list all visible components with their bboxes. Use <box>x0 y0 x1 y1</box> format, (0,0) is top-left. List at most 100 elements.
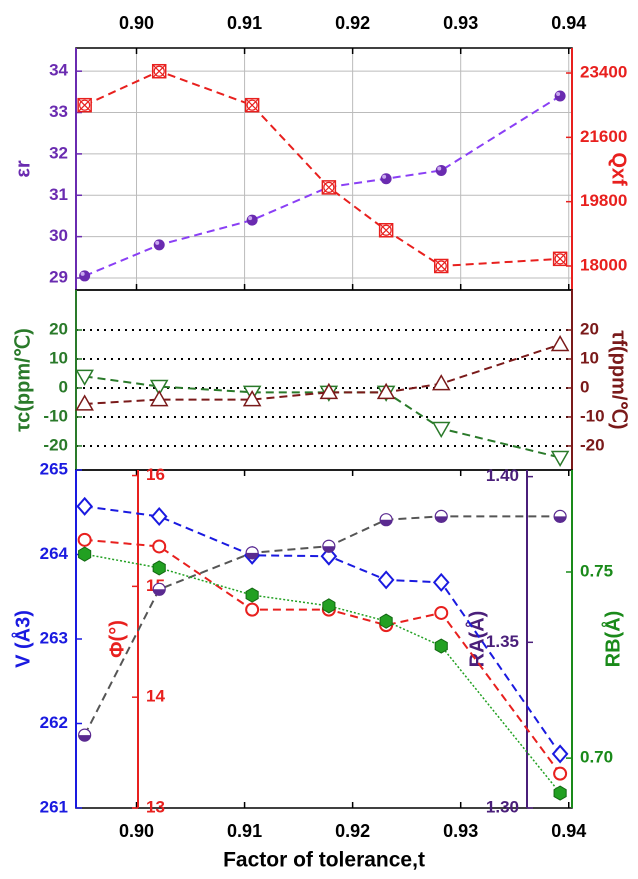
marker-shape <box>554 253 566 265</box>
marker-shape <box>380 224 392 236</box>
marker <box>434 509 448 523</box>
plot-frame <box>75 47 573 291</box>
y-tick-label: 10 <box>580 348 599 367</box>
marker-shape <box>152 560 166 576</box>
marker <box>321 180 337 195</box>
y-tick-label: 10 <box>49 348 68 367</box>
marker <box>550 334 570 352</box>
y-tick-label: 0 <box>59 377 68 396</box>
marker-shape <box>320 546 338 566</box>
y-tick-label: 13 <box>146 797 165 816</box>
marker-shape <box>246 99 258 111</box>
marker-shine <box>248 216 253 221</box>
marker-shape <box>434 259 449 273</box>
y-axis-title: εr <box>12 160 34 177</box>
marker-shape <box>78 546 92 562</box>
y-tick-label: 0.75 <box>580 561 613 580</box>
marker <box>77 532 92 547</box>
marker <box>75 394 94 411</box>
marker-shape <box>377 570 395 590</box>
marker-shape <box>435 164 447 176</box>
marker <box>79 270 91 282</box>
y-tick-label: 0 <box>580 377 589 396</box>
marker-shape <box>153 589 166 596</box>
marker <box>431 421 451 439</box>
marker <box>377 570 395 590</box>
marker-shine <box>155 240 160 245</box>
marker <box>245 587 259 603</box>
marker <box>380 173 392 185</box>
y-tick-label: 33 <box>49 102 68 121</box>
marker-shape <box>553 766 568 781</box>
marker-shape <box>242 390 262 407</box>
marker-shape <box>435 516 448 523</box>
y-axis-title: V (Å3) <box>10 610 34 668</box>
y-tick-label: 1.40 <box>486 466 519 485</box>
marker <box>152 560 166 576</box>
x-axis-title: Factor of tolerance,t <box>223 849 425 872</box>
marker <box>78 728 92 742</box>
y-tick-label: 1.35 <box>486 632 519 651</box>
marker <box>149 390 169 407</box>
y-tick-label: -10 <box>580 406 605 425</box>
x-tick-label: 0.94 <box>551 821 586 841</box>
marker-shape <box>434 605 449 620</box>
y-tick-label: 32 <box>49 143 68 162</box>
marker-shape <box>79 99 91 111</box>
marker-shape <box>322 598 336 614</box>
marker <box>553 785 567 801</box>
marker <box>77 97 92 113</box>
y-tick-label: 23400 <box>580 62 627 81</box>
marker <box>246 214 258 226</box>
marker <box>242 390 262 407</box>
y-axis-title: RA(Å) <box>464 611 488 668</box>
y-tick-label: 20 <box>580 319 599 338</box>
y-tick-label: -20 <box>580 435 605 454</box>
marker <box>245 546 259 560</box>
marker <box>152 539 167 554</box>
marker <box>432 572 450 592</box>
marker <box>76 496 93 516</box>
y-tick-label: -20 <box>43 435 68 454</box>
y-tick-label: 34 <box>49 61 68 80</box>
marker <box>150 506 168 526</box>
marker <box>435 164 447 176</box>
x-tick-label: 0.92 <box>335 821 370 841</box>
marker-shape <box>380 519 393 526</box>
marker-shape <box>246 552 259 559</box>
marker <box>431 374 451 391</box>
marker-shape <box>77 532 92 547</box>
y-axis-title: Qxf <box>608 152 630 186</box>
marker <box>553 509 567 523</box>
x-tick-label: 0.90 <box>119 13 154 33</box>
marker-shape <box>321 180 336 195</box>
marker-shape <box>246 214 258 226</box>
y-tick-label: 30 <box>49 226 68 245</box>
marker <box>379 613 393 629</box>
marker <box>319 382 339 400</box>
marker-shape <box>149 379 169 397</box>
y-tick-label: 0.70 <box>580 748 613 767</box>
marker-shape <box>376 382 396 400</box>
marker <box>379 513 393 527</box>
marker-shape <box>554 516 567 523</box>
marker-shape <box>245 98 260 113</box>
marker-shape <box>319 382 339 400</box>
y-tick-label: -10 <box>43 406 68 425</box>
marker-shape <box>245 587 259 603</box>
x-tick-label: 0.91 <box>227 13 262 33</box>
marker-shape <box>79 270 91 282</box>
y-tick-label: 1.30 <box>486 797 519 816</box>
marker <box>554 90 566 102</box>
marker-shape <box>434 638 448 654</box>
marker <box>244 97 260 113</box>
marker-shape <box>380 173 392 185</box>
x-tick-label: 0.91 <box>227 821 262 841</box>
marker <box>153 239 165 251</box>
marker-shape <box>379 223 394 238</box>
marker-shape <box>75 394 94 411</box>
marker-shape <box>152 64 167 79</box>
marker <box>433 258 449 274</box>
marker-shape <box>76 496 93 516</box>
y-axis-title: τf(ppm/℃) <box>608 330 630 429</box>
